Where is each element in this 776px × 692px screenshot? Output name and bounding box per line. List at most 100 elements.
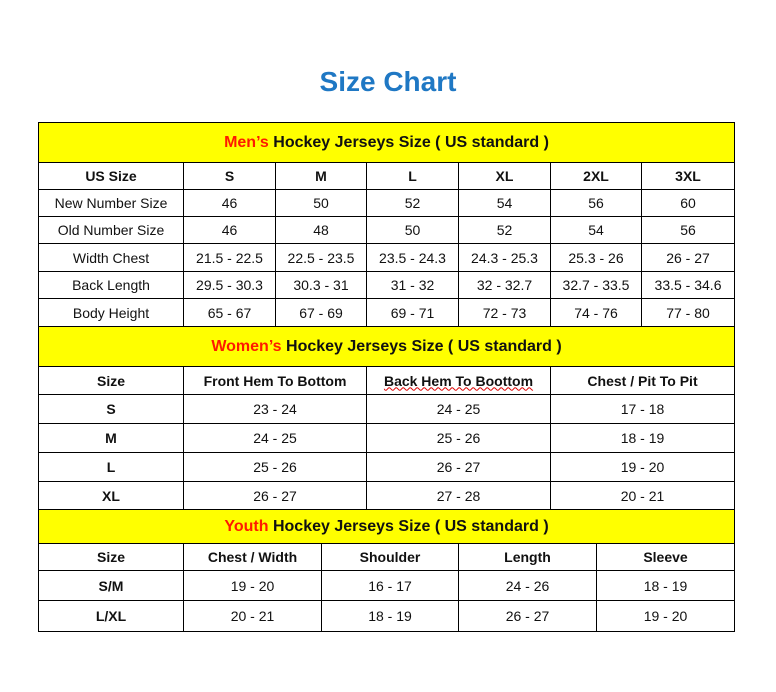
column-header: Size [38, 543, 184, 571]
row-label: Back Length [38, 271, 184, 299]
row-label: New Number Size [38, 189, 184, 217]
table-cell: 74 - 76 [550, 298, 642, 327]
table-cell: 67 - 69 [275, 298, 367, 327]
youth-size-table: Youth Hockey Jerseys Size ( US standard … [37, 509, 736, 632]
column-header: Front Hem To Bottom [183, 366, 367, 395]
page-title: Size Chart [319, 66, 457, 97]
table-cell: 18 - 19 [321, 600, 459, 632]
row-label: Width Chest [38, 243, 184, 272]
table-row: M 24 - 25 25 - 26 18 - 19 [38, 423, 736, 453]
table-cell: 19 - 20 [595, 600, 736, 632]
column-header: Shoulder [321, 543, 459, 571]
table-row: Width Chest 21.5 - 22.5 22.5 - 23.5 23.5 - … [38, 243, 736, 272]
table-cell: 26 - 27 [640, 243, 736, 272]
table-row: Old Number Size 46 48 50 52 54 56 [38, 216, 736, 244]
table-cell: 24.3 - 25.3 [458, 243, 551, 272]
table-cell: 29.5 - 30.3 [183, 271, 276, 299]
table-cell: 18 - 19 [595, 570, 736, 601]
table-cell: 26 - 27 [458, 600, 597, 632]
table-cell: 23 - 24 [183, 394, 367, 424]
table-cell: 24 - 26 [458, 570, 597, 601]
row-label: Body Height [38, 298, 184, 327]
table-row: Body Height 65 - 67 67 - 69 69 - 71 72 - 73 7… [38, 298, 736, 327]
table-cell: 46 [183, 189, 276, 217]
table-row: L/XL 20 - 21 18 - 19 26 - 27 19 - 20 [38, 600, 736, 632]
table-cell: 52 [366, 189, 459, 217]
row-label: M [38, 423, 184, 453]
row-label: Old Number Size [38, 216, 184, 244]
column-header: 2XL [550, 162, 642, 190]
table-cell: 25.3 - 26 [550, 243, 642, 272]
table-cell: 19 - 20 [549, 452, 736, 482]
table-cell: 32 - 32.7 [458, 271, 551, 299]
table-row: Back Length 29.5 - 30.3 30.3 - 31 31 - 32 32… [38, 271, 736, 299]
table-cell: 56 [640, 216, 736, 244]
table-cell: 30.3 - 31 [275, 271, 367, 299]
column-header: S [183, 162, 276, 190]
column-header: US Size [38, 162, 184, 190]
column-header: Length [458, 543, 597, 571]
column-header: Back Hem To Boottom [366, 366, 551, 395]
women-section-header: Women’s Hockey Jerseys Size ( US standar… [37, 326, 736, 367]
table-cell: 16 - 17 [321, 570, 459, 601]
table-cell: 27 - 28 [366, 481, 551, 510]
table-cell: 54 [458, 189, 551, 217]
column-header: Sleeve [595, 543, 736, 571]
table-cell: 65 - 67 [183, 298, 276, 327]
table-cell: 23.5 - 24.3 [366, 243, 459, 272]
column-header: XL [458, 162, 551, 190]
table-row: XL 26 - 27 27 - 28 20 - 21 [38, 481, 736, 510]
table-row: New Number Size 46 50 52 54 56 60 [38, 189, 736, 217]
table-cell: 17 - 18 [549, 394, 736, 424]
header-text: Hockey Jerseys Size ( US standard ) [268, 517, 549, 535]
row-label: S [38, 394, 184, 424]
column-header: M [275, 162, 367, 190]
table-cell: 31 - 32 [366, 271, 459, 299]
table-row: S 23 - 24 24 - 25 17 - 18 [38, 394, 736, 424]
table-cell: 52 [458, 216, 551, 244]
table-cell: 19 - 20 [183, 570, 322, 601]
table-cell: 26 - 27 [183, 481, 367, 510]
table-cell: 26 - 27 [366, 452, 551, 482]
table-cell: 72 - 73 [458, 298, 551, 327]
table-cell: 20 - 21 [549, 481, 736, 510]
table-cell: 25 - 26 [183, 452, 367, 482]
table-cell: 18 - 19 [549, 423, 736, 453]
womens-size-table: Women’s Hockey Jerseys Size ( US standar… [37, 326, 736, 510]
table-cell: 22.5 - 23.5 [275, 243, 367, 272]
table-cell: 46 [183, 216, 276, 244]
table-cell: 60 [640, 189, 736, 217]
row-label: L [38, 452, 184, 482]
youth-section-header: Youth Hockey Jerseys Size ( US standard … [37, 509, 736, 544]
table-cell: 25 - 26 [366, 423, 551, 453]
header-accent: Men’s [224, 133, 269, 151]
column-header: Size [38, 366, 184, 395]
column-header: Chest / Width [183, 543, 322, 571]
column-header: 3XL [640, 162, 736, 190]
row-label: S/M [38, 570, 184, 601]
table-cell: 21.5 - 22.5 [183, 243, 276, 272]
men-section-header: Men’s Hockey Jerseys Size ( US standard … [37, 122, 736, 163]
table-cell: 32.7 - 33.5 [550, 271, 642, 299]
row-label: L/XL [38, 600, 184, 632]
table-cell: 33.5 - 34.6 [640, 271, 736, 299]
table-cell: 50 [275, 189, 367, 217]
table-cell: 24 - 25 [183, 423, 367, 453]
table-cell: 69 - 71 [366, 298, 459, 327]
table-cell: 54 [550, 216, 642, 244]
column-header: L [366, 162, 459, 190]
table-cell: 56 [550, 189, 642, 217]
header-text: Hockey Jerseys Size ( US standard ) [281, 337, 562, 355]
table-row: L 25 - 26 26 - 27 19 - 20 [38, 452, 736, 482]
header-accent: Women’s [211, 337, 282, 355]
table-cell: 50 [366, 216, 459, 244]
header-text: Hockey Jerseys Size ( US standard ) [268, 133, 549, 151]
table-row: S/M 19 - 20 16 - 17 24 - 26 18 - 19 [38, 570, 736, 601]
table-cell: 20 - 21 [183, 600, 322, 632]
header-accent: Youth [224, 517, 269, 535]
row-label: XL [38, 481, 184, 510]
mens-size-table: Men’s Hockey Jerseys Size ( US standard … [37, 122, 736, 327]
table-cell: 24 - 25 [366, 394, 551, 424]
table-cell: 77 - 80 [640, 298, 736, 327]
column-header: Chest / Pit To Pit [549, 366, 736, 395]
